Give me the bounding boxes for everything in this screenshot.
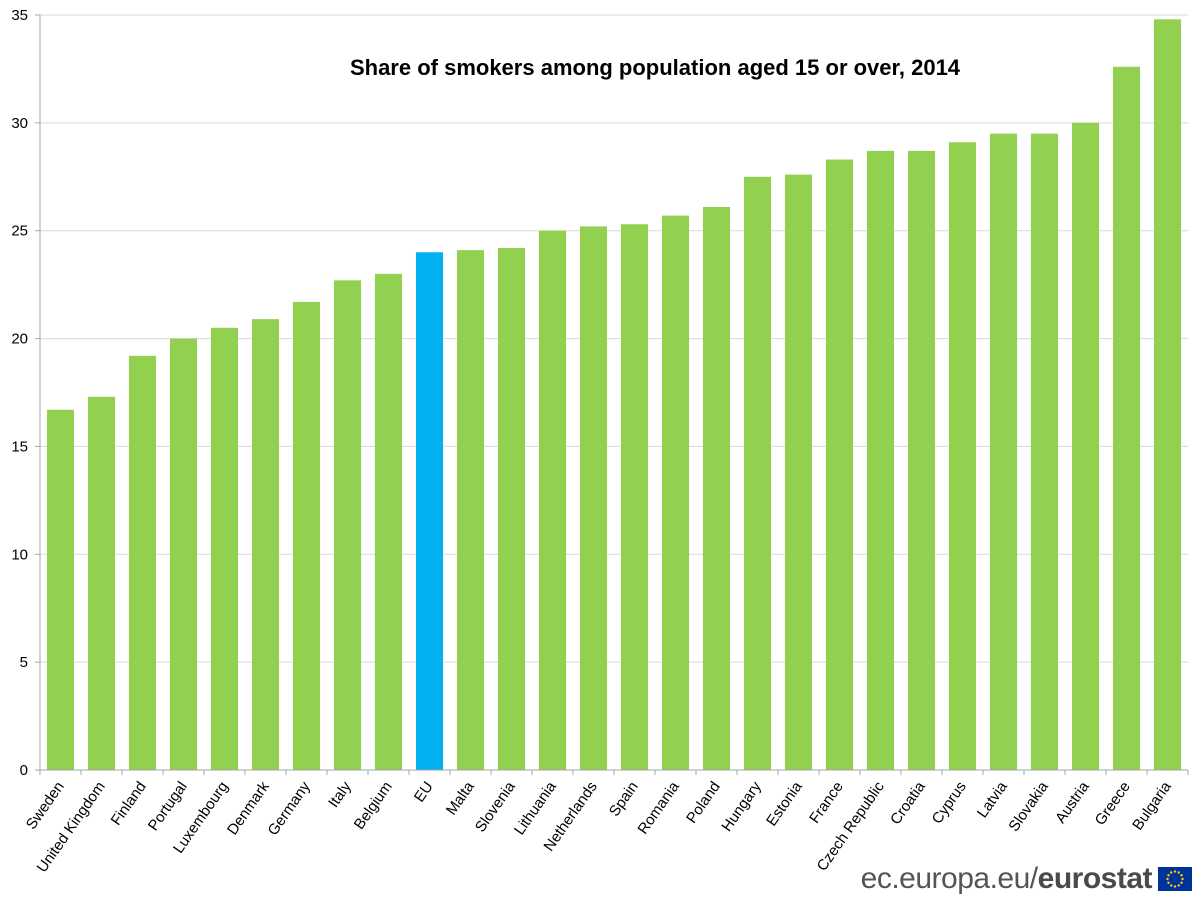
bar-france xyxy=(825,159,854,770)
y-tick-label: 10 xyxy=(11,546,28,563)
bar-sweden xyxy=(46,409,75,770)
bar-malta xyxy=(456,250,485,771)
bar-cyprus xyxy=(948,142,977,770)
y-tick-label: 35 xyxy=(11,7,28,24)
bar-denmark xyxy=(251,319,280,770)
x-tick-label: Cyprus xyxy=(929,779,970,828)
x-tick-label: Belgium xyxy=(351,779,396,833)
bar-bulgaria xyxy=(1153,19,1182,771)
y-tick-label: 0 xyxy=(20,762,28,779)
bar-hungary xyxy=(743,176,772,771)
bar-czech-republic xyxy=(866,150,895,770)
bar-netherlands xyxy=(579,226,608,770)
eu-flag-icon xyxy=(1158,867,1192,891)
bar-germany xyxy=(292,301,321,770)
flag-star xyxy=(1181,877,1184,881)
bar-spain xyxy=(620,224,649,770)
eurostat-branding: ec.europa.eu/eurostat xyxy=(861,862,1192,896)
y-tick-labels: 0 5 10 15 20 25 30 35 xyxy=(11,7,28,779)
x-tick-label: Latvia xyxy=(974,778,1011,821)
brand-name: eurostat xyxy=(1037,862,1153,895)
bar-slovakia xyxy=(1030,133,1059,771)
bar-croatia xyxy=(907,150,936,770)
bar-finland xyxy=(128,355,157,770)
x-tick-label: EU xyxy=(411,779,437,806)
x-tick-label: France xyxy=(806,779,847,827)
y-tick-label: 15 xyxy=(11,438,28,455)
bar-austria xyxy=(1071,122,1100,771)
y-tick-label: 30 xyxy=(11,115,28,132)
flag-star xyxy=(1177,884,1180,887)
bar-italy xyxy=(333,280,362,770)
x-tick-label: Poland xyxy=(683,779,724,827)
flag-star xyxy=(1166,877,1169,881)
x-tick-label: Greece xyxy=(1092,779,1134,829)
x-tick-label: Sweden xyxy=(23,779,68,833)
bar-lithuania xyxy=(538,230,567,770)
x-tick-label: Bulgaria xyxy=(1129,778,1175,833)
bar-luxembourg xyxy=(210,327,239,770)
flag-star xyxy=(1167,881,1170,884)
bar-slovenia xyxy=(497,247,526,770)
axes xyxy=(35,14,1189,775)
bar-eu xyxy=(415,252,444,771)
y-tick-label: 20 xyxy=(11,331,28,348)
flag-star xyxy=(1180,881,1183,884)
x-tick-label: Italy xyxy=(325,778,355,811)
bar-united-kingdom xyxy=(87,396,116,770)
flag-star xyxy=(1170,884,1173,887)
y-tick-label: 25 xyxy=(11,223,28,240)
x-tick-label: Croatia xyxy=(887,778,929,828)
chart-title: Share of smokers among population aged 1… xyxy=(350,55,961,80)
y-tick-label: 5 xyxy=(20,654,28,671)
x-tick-label: Hungary xyxy=(718,778,765,835)
x-tick-label: Spain xyxy=(606,779,642,820)
x-tick-label: Austria xyxy=(1052,778,1093,827)
bars xyxy=(46,19,1182,771)
flag-star xyxy=(1173,885,1177,888)
x-tick-label: Slovakia xyxy=(1005,778,1052,835)
bar-estonia xyxy=(784,174,813,771)
flag-star xyxy=(1177,871,1180,874)
x-tick-label: Malta xyxy=(443,778,478,818)
bar-greece xyxy=(1112,66,1141,771)
flag-star xyxy=(1180,874,1183,877)
bar-portugal xyxy=(169,338,198,770)
x-tick-label: Romania xyxy=(634,778,683,837)
flag-star xyxy=(1167,874,1170,877)
x-tick-label: Finland xyxy=(108,779,150,829)
flag-star xyxy=(1173,870,1177,873)
x-tick-label: Estonia xyxy=(763,778,806,829)
x-tick-label: Germany xyxy=(264,778,314,839)
bar-poland xyxy=(702,206,731,770)
bar-romania xyxy=(661,215,690,771)
bar-belgium xyxy=(374,273,403,770)
brand-site: ec.europa.eu/ xyxy=(860,862,1038,895)
flag-star xyxy=(1170,871,1173,874)
bar-latvia xyxy=(989,133,1018,771)
